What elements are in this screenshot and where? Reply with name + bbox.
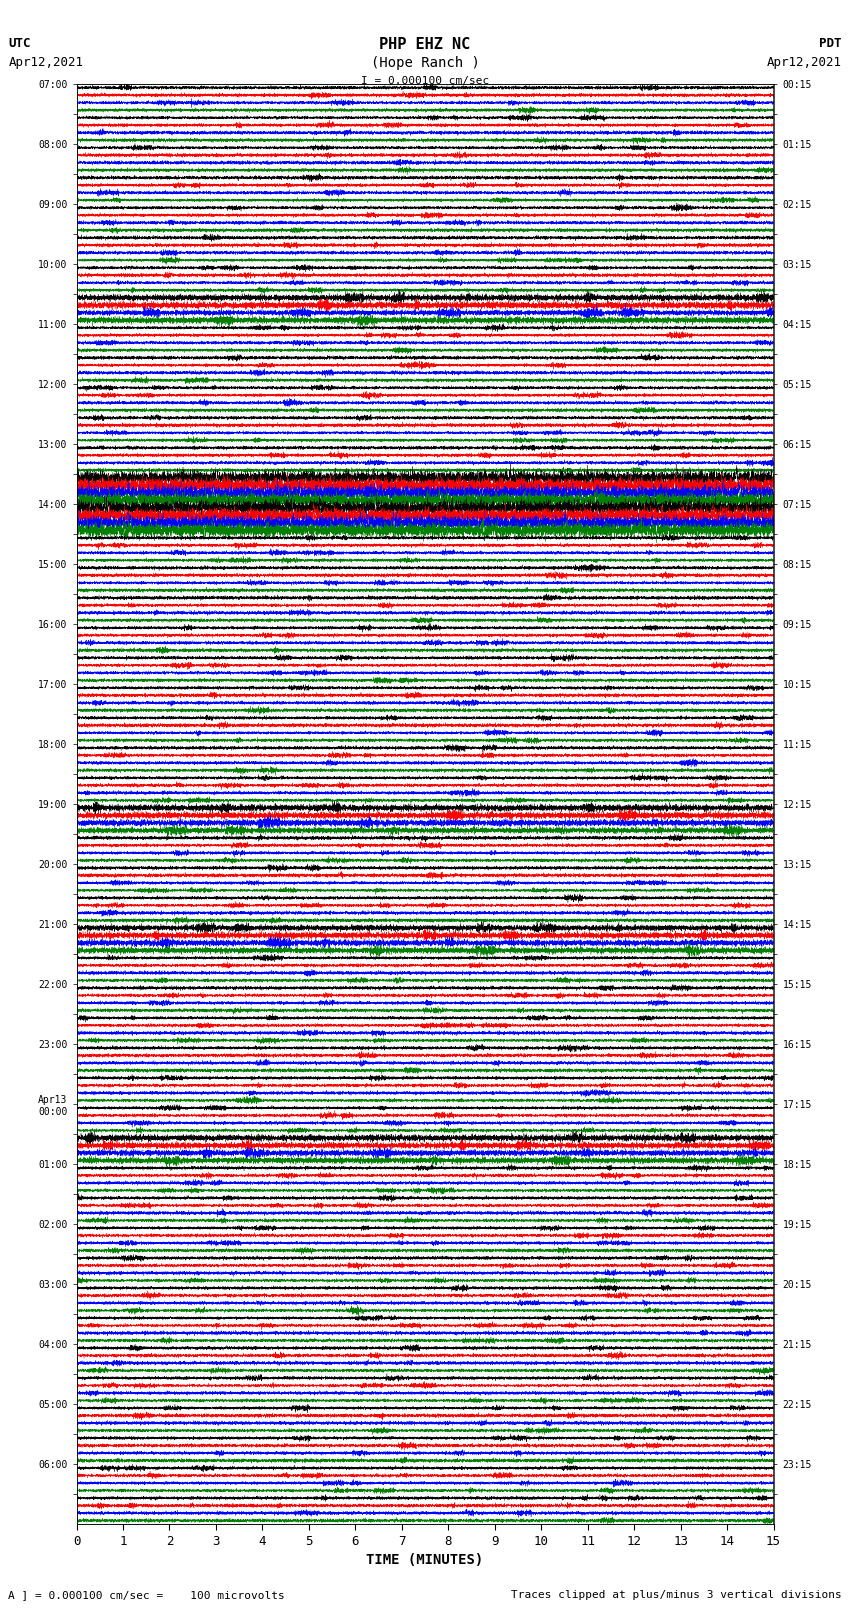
Text: Traces clipped at plus/minus 3 vertical divisions: Traces clipped at plus/minus 3 vertical … (511, 1590, 842, 1600)
Text: PHP EHZ NC: PHP EHZ NC (379, 37, 471, 52)
Text: Apr12,2021: Apr12,2021 (8, 56, 83, 69)
Text: PDT: PDT (819, 37, 842, 50)
Text: UTC: UTC (8, 37, 31, 50)
X-axis label: TIME (MINUTES): TIME (MINUTES) (366, 1553, 484, 1568)
Text: Apr12,2021: Apr12,2021 (767, 56, 842, 69)
Text: (Hope Ranch ): (Hope Ranch ) (371, 56, 479, 71)
Text: A ] = 0.000100 cm/sec =    100 microvolts: A ] = 0.000100 cm/sec = 100 microvolts (8, 1590, 286, 1600)
Text: I = 0.000100 cm/sec: I = 0.000100 cm/sec (361, 76, 489, 85)
